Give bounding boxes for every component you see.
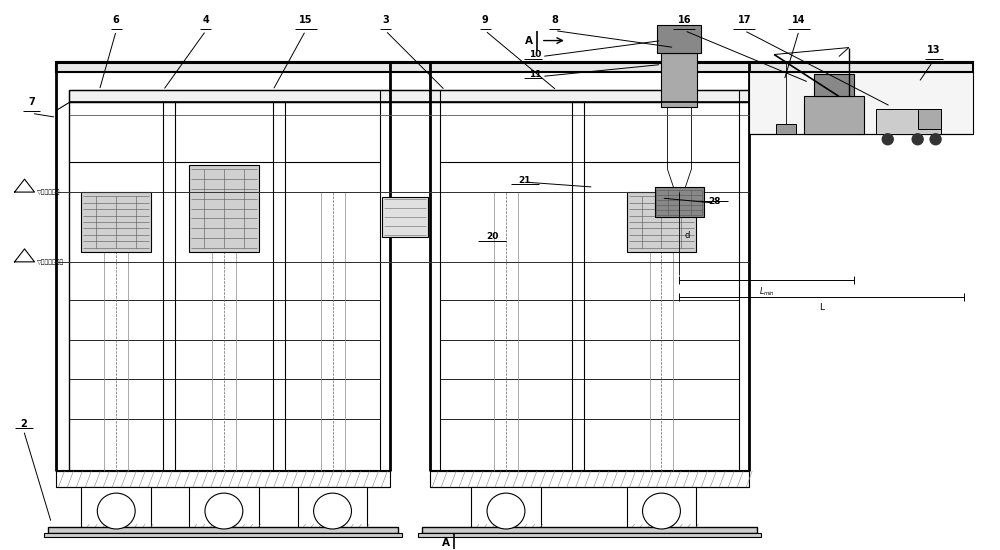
Bar (655, 187, 704, 217)
Circle shape (930, 134, 941, 145)
Bar (69, 90, 749, 102)
Text: L: L (819, 302, 824, 312)
Text: A: A (525, 36, 533, 46)
Bar (189, 487, 259, 533)
Text: ▽正常发电水位: ▽正常发电水位 (36, 259, 64, 265)
Bar (661, 53, 697, 107)
Bar (382, 197, 428, 237)
Bar (298, 487, 367, 533)
Text: 7: 7 (28, 97, 35, 107)
Bar (44, 533, 402, 537)
Bar (81, 487, 151, 533)
Circle shape (882, 134, 893, 145)
Text: 8: 8 (551, 15, 558, 25)
Bar (876, 109, 941, 134)
Bar (56, 63, 973, 73)
Text: 10: 10 (529, 50, 542, 59)
Bar (48, 527, 398, 533)
Text: 13: 13 (927, 45, 940, 54)
Bar (657, 25, 701, 53)
Bar (189, 165, 259, 252)
Text: 14: 14 (792, 15, 806, 25)
Text: 17: 17 (737, 15, 751, 25)
Text: 21: 21 (519, 175, 531, 185)
Bar (418, 533, 761, 537)
Ellipse shape (97, 493, 135, 529)
Text: 16: 16 (678, 15, 691, 25)
Text: A: A (442, 538, 450, 548)
Bar (627, 487, 696, 533)
Ellipse shape (643, 493, 680, 529)
Text: 3: 3 (382, 15, 389, 25)
Text: $L_{min}$: $L_{min}$ (759, 286, 775, 298)
Text: 6: 6 (113, 15, 120, 25)
Text: 28: 28 (708, 197, 721, 206)
Text: 2: 2 (20, 419, 27, 430)
Bar (814, 74, 854, 96)
Ellipse shape (205, 493, 243, 529)
Text: d: d (684, 232, 690, 240)
Bar (81, 192, 151, 252)
Bar (804, 96, 864, 134)
Bar (918, 109, 941, 129)
Bar (749, 73, 973, 134)
Bar (422, 527, 757, 533)
Ellipse shape (487, 493, 525, 529)
Text: 9: 9 (482, 15, 488, 25)
Bar (776, 124, 796, 134)
Bar (471, 487, 541, 533)
Bar (430, 471, 749, 487)
Text: 20: 20 (486, 233, 498, 241)
Bar (627, 192, 696, 252)
Bar (56, 471, 390, 487)
Ellipse shape (314, 493, 351, 529)
Text: 15: 15 (299, 15, 312, 25)
Text: ▽最高洪水位: ▽最高洪水位 (36, 189, 60, 195)
Text: 4: 4 (203, 15, 209, 25)
Circle shape (912, 134, 923, 145)
Text: 11: 11 (529, 70, 542, 79)
